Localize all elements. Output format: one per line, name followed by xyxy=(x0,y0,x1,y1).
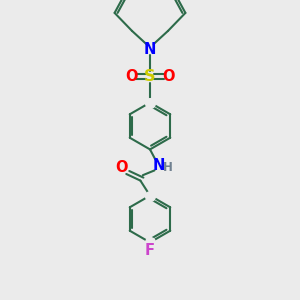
Text: N: N xyxy=(144,42,156,57)
Text: O: O xyxy=(115,160,128,175)
Text: F: F xyxy=(145,243,155,258)
Text: S: S xyxy=(144,69,156,84)
Text: O: O xyxy=(125,69,137,84)
Text: H: H xyxy=(163,161,173,174)
Text: N: N xyxy=(153,158,165,172)
Text: O: O xyxy=(163,69,175,84)
